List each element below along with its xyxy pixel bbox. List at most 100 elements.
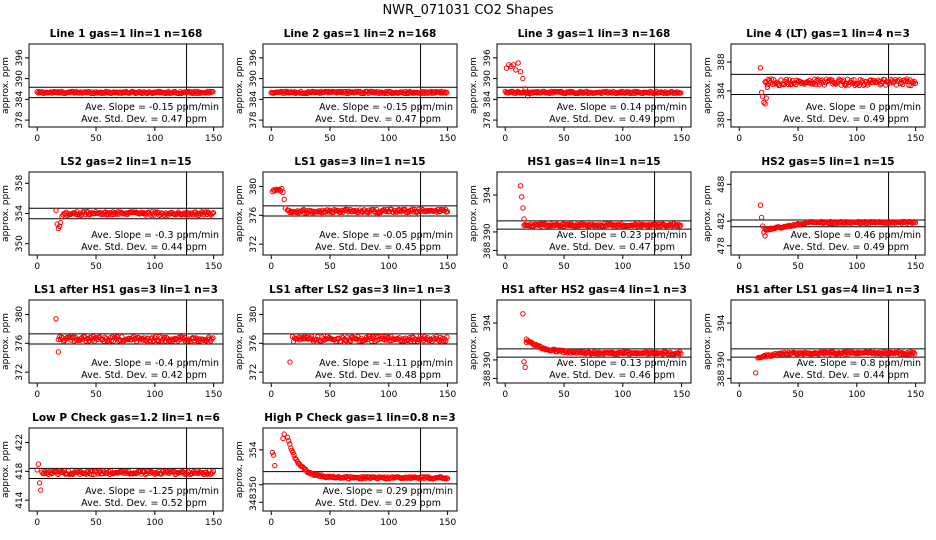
data-point	[55, 349, 62, 355]
y-tick-label: 380	[249, 178, 259, 195]
data-point	[556, 347, 562, 353]
y-axis-label: approx. ppm	[703, 313, 713, 370]
data-point	[370, 334, 376, 340]
y-tick-label: 422	[15, 434, 25, 451]
data-points	[34, 88, 216, 97]
data-point	[753, 370, 759, 376]
x-tick-label: 150	[205, 134, 222, 144]
data-point	[783, 76, 789, 83]
x-tick-label: 100	[146, 518, 163, 528]
y-tick-label: 384	[483, 90, 493, 107]
data-points	[34, 461, 217, 493]
data-point	[444, 475, 451, 482]
y-tick-label: 394	[717, 314, 727, 331]
x-tick-label: 0	[268, 262, 274, 272]
panel-title: High P Check gas=1 lin=0.8 n=3	[264, 412, 455, 424]
slope-annotation: Ave. Slope = -0.15 ppm/min	[319, 102, 453, 113]
x-tick-label: 50	[324, 262, 336, 272]
data-point	[38, 487, 44, 493]
y-axis-label: approx. ppm	[235, 313, 245, 370]
data-point	[35, 461, 42, 467]
data-point	[821, 82, 828, 88]
y-tick-label: 418	[15, 462, 25, 479]
data-points	[517, 183, 684, 229]
data-point	[180, 211, 186, 218]
x-tick-label: 0	[736, 134, 742, 144]
plot-frame	[262, 43, 458, 128]
data-point	[207, 88, 213, 95]
panel-title: Line 2 gas=1 lin=2 n=168	[284, 28, 437, 40]
y-tick-label: 384	[717, 82, 727, 99]
slope-annotation: Ave. Slope = 0.14 ppm/min	[557, 102, 687, 113]
y-tick-label: 390	[717, 351, 727, 368]
data-points	[269, 431, 451, 482]
x-tick-label: 150	[439, 262, 456, 272]
plot-frame	[496, 171, 692, 256]
plot-frame	[28, 43, 224, 128]
y-tick-label: 372	[249, 236, 259, 253]
y-tick-label: 380	[249, 306, 259, 323]
x-tick-label: 0	[34, 262, 40, 272]
data-point	[758, 89, 765, 96]
data-point	[678, 351, 684, 357]
data-point	[434, 209, 440, 215]
y-tick-label: 380	[717, 111, 727, 128]
y-tick-label: 488	[717, 175, 727, 192]
data-point	[53, 316, 59, 322]
data-point	[209, 336, 215, 342]
x-tick-label: 100	[380, 262, 397, 272]
y-axis-label: approx. ppm	[235, 185, 245, 242]
panel-5: LS1 gas=3 lin=1 n=15 approx. ppm 372 376 380…	[235, 156, 458, 272]
stddev-annotation: Ave. Std. Dev. = 0.44 ppm	[81, 242, 207, 253]
data-point	[544, 223, 550, 229]
data-point	[272, 462, 278, 469]
y-tick-label: 380	[15, 306, 25, 323]
data-point	[912, 80, 919, 87]
y-tick-label: 396	[249, 49, 259, 66]
y-axis-label: approx. ppm	[235, 57, 245, 114]
data-point	[281, 196, 287, 203]
data-point	[510, 62, 517, 68]
panel-8: LS1 after HS1 gas=3 lin=1 n=3 approx. ppm…	[1, 284, 224, 400]
y-tick-label: 388	[483, 242, 493, 259]
data-point	[522, 364, 528, 370]
stddev-annotation: Ave. Std. Dev. = 0.42 ppm	[81, 370, 207, 381]
panel-title: HS2 gas=5 lin=1 n=15	[761, 156, 894, 168]
x-tick-label: 150	[439, 518, 456, 528]
data-point	[149, 335, 156, 341]
y-tick-label: 384	[249, 90, 259, 107]
panel-0: Line 1 gas=1 lin=1 n=168 approx. ppm 378 38…	[1, 28, 224, 144]
slope-annotation: Ave. Slope = 0.13 ppm/min	[557, 358, 687, 369]
data-point	[762, 101, 768, 107]
data-point	[210, 468, 217, 474]
y-axis-label: approx. ppm	[703, 185, 713, 242]
data-point	[281, 431, 287, 437]
panel-7: HS2 gas=5 lin=1 n=15 approx. ppm 478 482 488…	[703, 156, 926, 272]
data-point	[210, 335, 216, 341]
slope-annotation: Ave. Slope = -1.25 ppm/min	[85, 486, 219, 497]
data-point	[76, 468, 82, 475]
panel-title: Line 4 (LT) gas=1 lin=4 n=3	[746, 28, 910, 40]
x-tick-label: 150	[205, 262, 222, 272]
x-tick-label: 50	[792, 262, 804, 272]
x-tick-label: 150	[907, 134, 924, 144]
data-point	[520, 75, 526, 82]
panel-2: Line 3 gas=1 lin=3 n=168 approx. ppm 378 38…	[469, 28, 692, 144]
data-point	[280, 189, 286, 195]
x-tick-label: 0	[34, 134, 40, 144]
y-tick-label: 372	[249, 364, 259, 381]
data-points	[520, 311, 684, 370]
data-point	[517, 69, 524, 75]
x-tick-label: 50	[558, 262, 570, 272]
y-tick-label: 478	[717, 237, 727, 254]
x-tick-label: 50	[792, 390, 804, 400]
data-point	[442, 89, 448, 95]
data-point	[513, 67, 519, 73]
y-tick-label: 378	[483, 111, 493, 128]
slope-annotation: Ave. Slope = -0.3 ppm/min	[91, 230, 219, 241]
y-tick-label: 378	[15, 111, 25, 128]
data-points	[53, 316, 216, 355]
x-tick-label: 150	[439, 134, 456, 144]
plot-frame	[730, 171, 926, 256]
x-tick-label: 100	[380, 134, 397, 144]
